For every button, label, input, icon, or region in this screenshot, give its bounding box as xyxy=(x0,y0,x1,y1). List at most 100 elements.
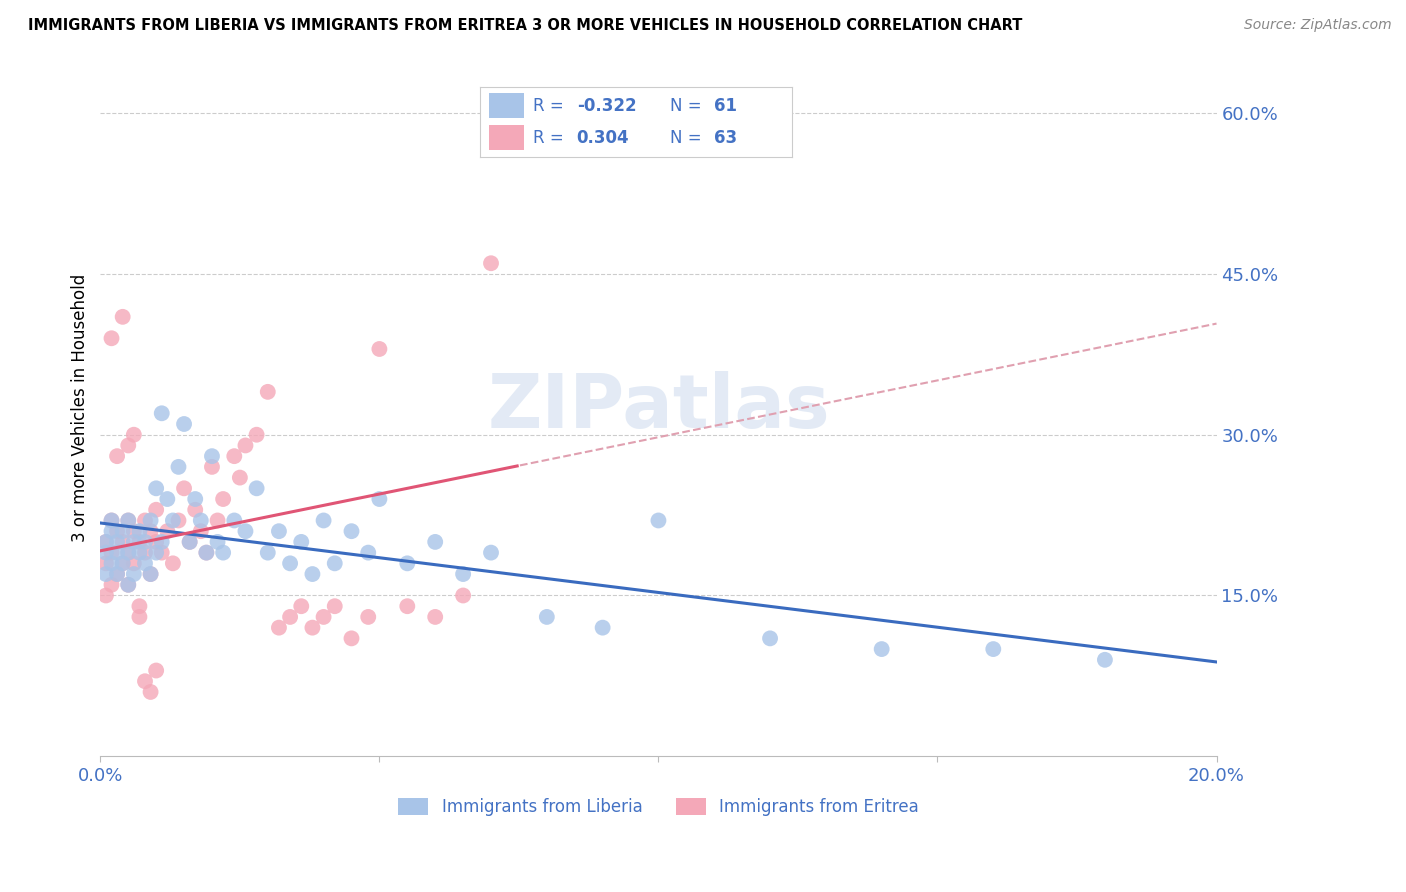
Point xyxy=(128,610,150,624)
Point xyxy=(290,599,312,614)
Point xyxy=(508,117,530,131)
Point xyxy=(323,599,346,614)
Point xyxy=(267,621,290,635)
Point xyxy=(870,642,893,657)
Point xyxy=(212,546,235,560)
Point xyxy=(190,524,212,538)
Point xyxy=(357,546,380,560)
Legend: Immigrants from Liberia, Immigrants from Eritrea: Immigrants from Liberia, Immigrants from… xyxy=(389,789,927,824)
Point xyxy=(301,567,323,582)
Point xyxy=(100,513,122,527)
Point xyxy=(256,546,278,560)
Point xyxy=(246,427,269,442)
Point xyxy=(94,535,117,549)
Point xyxy=(122,557,145,571)
Point xyxy=(190,513,212,527)
Point xyxy=(105,567,128,582)
Point xyxy=(117,578,139,592)
Point xyxy=(207,513,229,527)
Point xyxy=(100,557,122,571)
Point xyxy=(122,427,145,442)
Point xyxy=(195,546,218,560)
Point xyxy=(368,491,391,506)
Point xyxy=(246,481,269,495)
Point xyxy=(162,513,184,527)
Point xyxy=(111,557,134,571)
Point xyxy=(150,546,173,560)
Point xyxy=(312,610,335,624)
Point xyxy=(105,567,128,582)
Point xyxy=(117,578,139,592)
Point xyxy=(139,685,162,699)
Point xyxy=(290,535,312,549)
Point xyxy=(128,535,150,549)
Point xyxy=(139,524,162,538)
Point xyxy=(235,438,257,452)
Point xyxy=(229,470,252,484)
Point xyxy=(340,524,363,538)
Point xyxy=(122,524,145,538)
Point xyxy=(128,524,150,538)
Point xyxy=(105,524,128,538)
Point xyxy=(201,459,224,474)
Point xyxy=(145,664,167,678)
Point xyxy=(100,513,122,527)
Point xyxy=(94,546,117,560)
Point xyxy=(139,567,162,582)
Point xyxy=(224,449,246,463)
Y-axis label: 3 or more Vehicles in Household: 3 or more Vehicles in Household xyxy=(72,274,89,542)
Point xyxy=(139,513,162,527)
Point xyxy=(312,513,335,527)
Point xyxy=(173,417,195,431)
Point xyxy=(145,502,167,516)
Point xyxy=(134,513,156,527)
Point xyxy=(212,491,235,506)
Point xyxy=(100,578,122,592)
Point xyxy=(100,546,122,560)
Point xyxy=(117,513,139,527)
Point xyxy=(267,524,290,538)
Point xyxy=(647,513,669,527)
Point xyxy=(134,674,156,689)
Point xyxy=(94,567,117,582)
Point xyxy=(425,535,447,549)
Text: IMMIGRANTS FROM LIBERIA VS IMMIGRANTS FROM ERITREA 3 OR MORE VEHICLES IN HOUSEHO: IMMIGRANTS FROM LIBERIA VS IMMIGRANTS FR… xyxy=(28,18,1022,33)
Point xyxy=(139,567,162,582)
Point xyxy=(981,642,1004,657)
Point xyxy=(425,610,447,624)
Point xyxy=(368,342,391,356)
Point xyxy=(301,621,323,635)
Point xyxy=(451,589,474,603)
Point xyxy=(134,546,156,560)
Point xyxy=(195,546,218,560)
Point xyxy=(94,589,117,603)
Point xyxy=(162,557,184,571)
Point xyxy=(117,513,139,527)
Point xyxy=(759,632,782,646)
Point xyxy=(122,535,145,549)
Point xyxy=(111,310,134,324)
Point xyxy=(278,557,301,571)
Point xyxy=(128,546,150,560)
Point xyxy=(256,384,278,399)
Point xyxy=(105,546,128,560)
Point xyxy=(145,481,167,495)
Point xyxy=(167,513,190,527)
Point xyxy=(111,557,134,571)
Point xyxy=(145,546,167,560)
Point xyxy=(357,610,380,624)
Point xyxy=(396,599,419,614)
Point xyxy=(117,546,139,560)
Point xyxy=(156,491,179,506)
Point xyxy=(145,535,167,549)
Point xyxy=(100,331,122,345)
Point xyxy=(111,524,134,538)
Point xyxy=(278,610,301,624)
Point xyxy=(235,524,257,538)
Point xyxy=(134,535,156,549)
Point xyxy=(201,449,224,463)
Point xyxy=(592,621,614,635)
Point xyxy=(94,557,117,571)
Text: Source: ZipAtlas.com: Source: ZipAtlas.com xyxy=(1244,18,1392,32)
Point xyxy=(128,599,150,614)
